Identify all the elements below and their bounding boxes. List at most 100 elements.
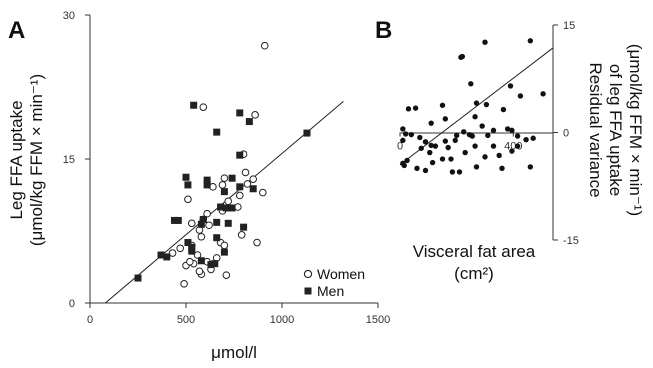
men-point	[207, 261, 215, 269]
panel-a-ticks: 0 500 1000 1500 0 15 30	[63, 10, 390, 326]
men-point	[303, 129, 311, 137]
residual-point	[453, 132, 460, 139]
panel-a-ytick-label: 15	[63, 154, 75, 166]
women-point	[168, 249, 177, 257]
residual-point	[428, 142, 434, 149]
residual-point	[540, 91, 546, 97]
residual-point	[439, 156, 446, 162]
men-point	[184, 181, 192, 189]
panel-b-ylabel-line2: of leg FFA uptake	[606, 64, 625, 196]
residual-point	[473, 164, 480, 170]
residual-point	[517, 93, 524, 99]
men-point	[217, 203, 225, 211]
residual-point	[408, 131, 415, 138]
women-point	[187, 219, 196, 228]
panel-b-ytick-label: -15	[563, 235, 579, 247]
residual-point	[527, 164, 534, 170]
residual-point	[527, 38, 534, 44]
residual-point	[472, 143, 478, 149]
residual-point	[509, 148, 515, 154]
women-point	[197, 232, 206, 241]
men-point	[236, 151, 244, 159]
women-point	[220, 174, 229, 182]
women-point	[235, 191, 244, 200]
men-point	[236, 183, 244, 191]
legend-men-label: Men	[317, 283, 344, 299]
residual-point	[418, 145, 424, 151]
residual-point	[429, 159, 436, 166]
women-point	[218, 181, 227, 189]
women-point	[260, 41, 269, 50]
men-point	[220, 188, 228, 196]
residual-point	[468, 81, 474, 87]
women-point	[180, 280, 188, 288]
panel-b-xlabel-line1: Visceral fat area	[413, 242, 536, 261]
men-point	[213, 218, 221, 226]
women-point	[195, 267, 204, 276]
women-point	[243, 180, 252, 188]
residual-point	[432, 143, 439, 149]
women-point	[186, 257, 194, 266]
men-point	[184, 239, 192, 247]
legend: Women Men	[303, 266, 365, 299]
women-point	[224, 197, 233, 206]
panel-b-regression-line	[399, 47, 554, 166]
men-point	[197, 257, 205, 265]
residual-point	[400, 126, 406, 132]
residual-point	[404, 157, 410, 164]
residual-point	[473, 100, 480, 106]
women-point	[253, 238, 261, 247]
residual-point	[504, 126, 511, 132]
legend-women-marker	[303, 269, 313, 279]
legend-women-label: Women	[317, 266, 365, 282]
panel-b-xtick-label: 0	[397, 141, 403, 153]
men-point	[236, 109, 244, 117]
panel-a-ylabel-line2: (μmol/kg FFM × min⁻¹)	[27, 74, 46, 246]
residual-point	[499, 165, 505, 172]
women-point	[176, 244, 185, 253]
residual-point	[405, 106, 412, 112]
residual-point	[412, 105, 419, 111]
men-point	[240, 223, 248, 231]
residual-point	[472, 114, 478, 120]
men-point	[190, 101, 198, 109]
residual-point	[482, 154, 488, 160]
residual-point	[417, 134, 423, 141]
men-point	[182, 173, 190, 181]
panel-b-ytick-label: 15	[563, 20, 575, 32]
men-point	[228, 204, 236, 212]
men-point	[203, 181, 211, 189]
residual-point	[461, 129, 467, 135]
women-point	[205, 221, 213, 230]
residual-point	[400, 137, 406, 144]
residual-point	[482, 39, 488, 45]
women-point	[184, 195, 192, 204]
men-point	[222, 204, 230, 212]
panel-b-ylabel-line1: Residual variance	[586, 62, 605, 197]
residual-point	[469, 133, 475, 139]
residual-point	[507, 83, 514, 89]
men-point	[188, 247, 196, 255]
women-point	[203, 209, 211, 218]
panel-b-ytick-label: 0	[563, 128, 569, 140]
men-point	[211, 260, 219, 268]
men-point	[213, 128, 221, 136]
residual-point	[456, 169, 463, 175]
residual-point	[439, 102, 446, 108]
men-point	[245, 118, 253, 126]
residual-point	[485, 132, 491, 139]
residual-point	[442, 138, 449, 144]
residual-point	[514, 143, 521, 149]
panel-b-points	[400, 38, 546, 175]
residual-point	[483, 101, 490, 108]
women-point	[241, 168, 250, 177]
men-point	[213, 234, 221, 242]
residual-point	[422, 139, 429, 145]
men-point	[163, 253, 171, 261]
men-point	[174, 216, 182, 224]
panel-a: A 0 500 1000 1500 0 15 30 Leg FFA uptake (μmol…	[7, 10, 390, 362]
panel-b-regression	[399, 47, 554, 166]
residual-point	[462, 149, 468, 156]
